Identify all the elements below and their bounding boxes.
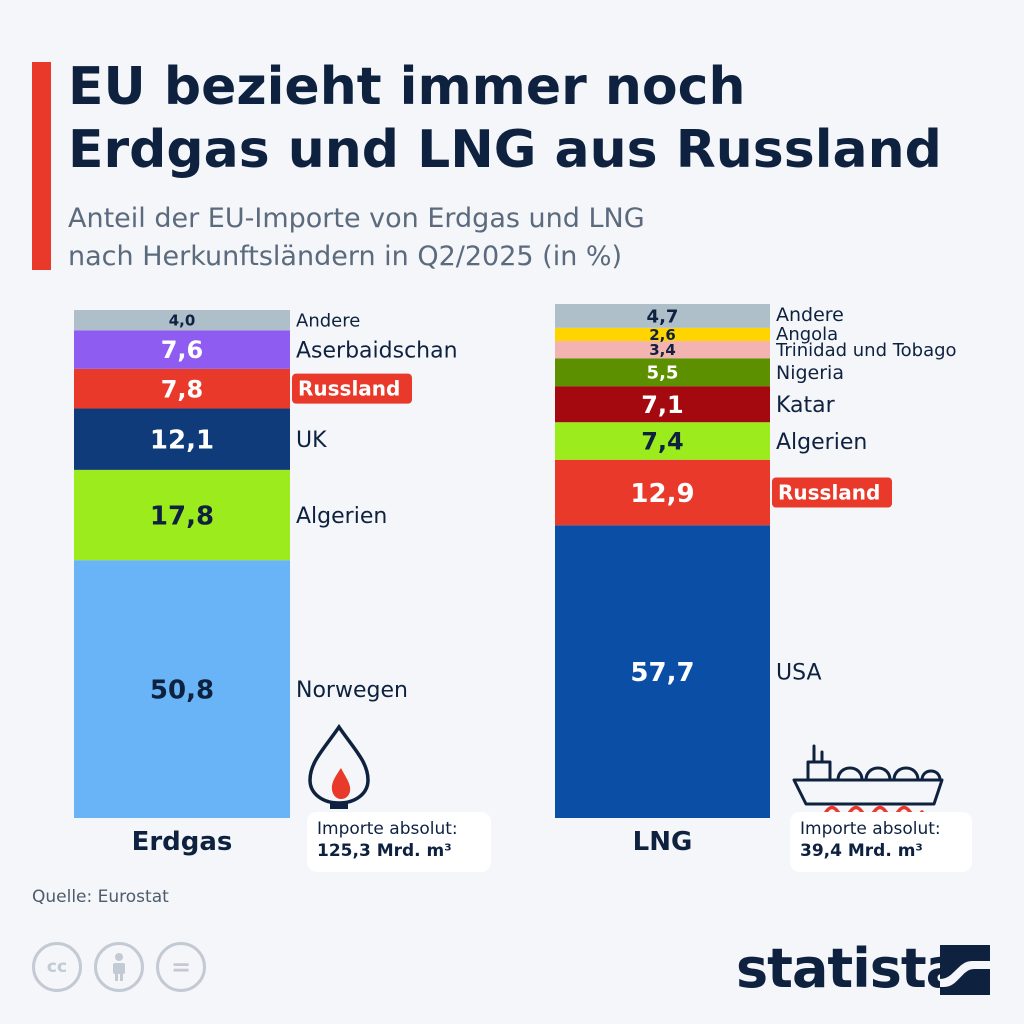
lng-usa-bar [555,525,770,818]
lng-algerien-bar [555,422,770,460]
erdgas-andere-bar [74,310,290,331]
erdgas-russland-category-label: Russland [298,377,400,401]
lng-axis-label: LNG [633,827,693,857]
lng-nigeria-bar [555,358,770,387]
erdgas-norwegen-category-label: Norwegen [296,678,408,703]
lng-nigeria-value-label: 5,5 [647,363,679,384]
erdgas-algerien-value-label: 17,8 [150,501,214,531]
lng-andere-bar [555,304,770,328]
lng-andere-category-label: Andere [776,304,844,326]
erdgas-aserbaidschan-category-label: Aserbaidschan [296,339,458,364]
subtitle-line-2: nach Herkunftsländern in Q2/2025 (in %) [68,241,623,272]
subtitle-line-1: Anteil der EU-Importe von Erdgas und LNG [68,203,645,234]
erdgas-russland-bar [74,368,290,409]
lng-import-value: 39,4 Mrd. m³ [800,841,923,861]
lng-trinidad-und-tobago-category-label: Trinidad und Tobago [775,340,957,361]
statista-logo[interactable]: statista [736,937,962,1000]
lng-angola-value-label: 2,6 [649,326,676,344]
accent-bar [32,62,51,270]
erdgas-norwegen-value-label: 50,8 [150,675,214,705]
lng-russland-bar [555,459,770,526]
lng-angola-category-label: Angola [776,324,838,345]
noderivs-icon[interactable]: = [156,942,206,992]
erdgas-aserbaidschan-value-label: 7,6 [161,336,204,364]
erdgas-uk-category-label: UK [296,428,327,453]
lng-algerien-value-label: 7,4 [641,428,684,456]
erdgas-import-label: Importe absolut: [317,819,458,839]
lng-usa-value-label: 57,7 [630,658,694,688]
title-line-1: EU bezieht immer noch [68,57,746,117]
statista-logo-mark-icon [940,945,990,995]
erdgas-andere-category-label: Andere [296,311,360,332]
lng-tanker-icon [792,744,944,818]
lng-katar-bar [555,386,770,423]
erdgas-russland-highlight-pill [292,373,412,404]
erdgas-uk-bar [74,408,290,470]
erdgas-aserbaidschan-bar [74,330,290,369]
cc-icon[interactable]: cc [32,942,82,992]
erdgas-axis-label: Erdgas [132,827,233,857]
lng-russland-highlight-pill [772,477,892,508]
lng-trinidad-und-tobago-value-label: 3,4 [649,341,676,359]
lng-katar-value-label: 7,1 [641,391,684,419]
lng-trinidad-und-tobago-bar [555,341,770,359]
attribution-icon[interactable] [94,942,144,992]
erdgas-algerien-bar [74,469,290,561]
erdgas-algerien-category-label: Algerien [296,504,387,529]
erdgas-norwegen-bar [74,560,290,818]
lng-nigeria-category-label: Nigeria [776,362,844,384]
person-icon [113,953,125,981]
license-icons: cc = [32,942,206,992]
title-line-2: Erdgas und LNG aus Russland [68,120,942,180]
erdgas-andere-value-label: 4,0 [169,312,196,330]
lng-katar-category-label: Katar [776,393,836,418]
page-subtitle: Anteil der EU-Importe von Erdgas und LNG… [68,200,968,276]
source-text: Quelle: Eurostat [32,887,169,907]
lng-import-label: Importe absolut: [800,819,941,839]
lng-angola-bar [555,327,770,342]
lng-usa-category-label: USA [776,661,822,686]
lng-andere-value-label: 4,7 [647,306,679,327]
erdgas-uk-value-label: 12,1 [150,426,214,456]
erdgas-russland-value-label: 7,8 [161,375,204,403]
erdgas-import-value: 125,3 Mrd. m³ [317,841,452,861]
page-title: EU bezieht immer noch Erdgas und LNG aus… [68,56,998,182]
erdgas-import-box: Importe absolut: 125,3 Mrd. m³ [307,812,491,872]
gas-flame-icon [308,724,370,809]
lng-russland-category-label: Russland [778,481,880,505]
lng-algerien-category-label: Algerien [776,430,867,455]
lng-russland-value-label: 12,9 [630,479,694,509]
lng-import-box: Importe absolut: 39,4 Mrd. m³ [790,812,972,872]
